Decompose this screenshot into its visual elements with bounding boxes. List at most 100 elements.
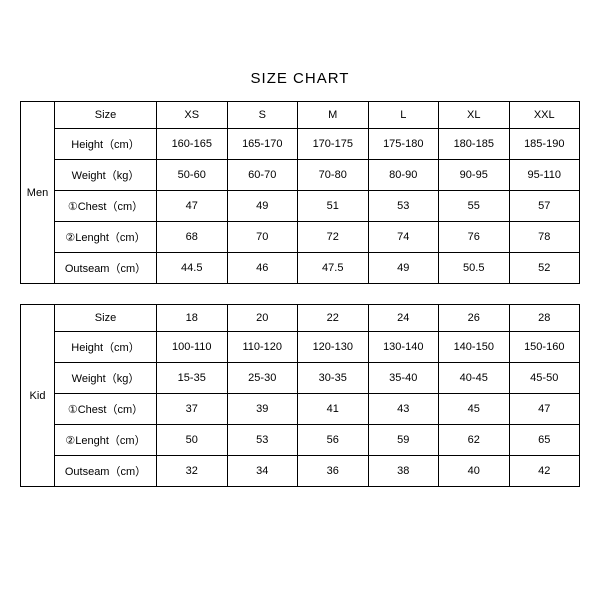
cell: 56 — [298, 425, 369, 456]
cell: 20 — [227, 305, 298, 332]
cell: 120-130 — [298, 332, 369, 363]
cell: 22 — [298, 305, 369, 332]
cell: M — [298, 102, 369, 129]
row-label: Size — [55, 102, 157, 129]
cell: 65 — [509, 425, 580, 456]
cell: 185-190 — [509, 129, 580, 160]
cell: 62 — [439, 425, 510, 456]
cell: 110-120 — [227, 332, 298, 363]
cell: 40 — [439, 456, 510, 487]
row-label: Outseam（cm） — [55, 456, 157, 487]
cell: 100-110 — [157, 332, 228, 363]
cell: 28 — [509, 305, 580, 332]
group-label-kid: Kid — [21, 305, 55, 487]
row-label: Weight（kg） — [55, 363, 157, 394]
table-row: ②Lenght（cm） 50 53 56 59 62 65 — [21, 425, 580, 456]
cell: 44.5 — [157, 253, 228, 284]
table-row: ②Lenght（cm） 68 70 72 74 76 78 — [21, 222, 580, 253]
table-row: Outseam（cm） 44.5 46 47.5 49 50.5 52 — [21, 253, 580, 284]
cell: 180-185 — [439, 129, 510, 160]
table-row: ①Chest（cm） 37 39 41 43 45 47 — [21, 394, 580, 425]
cell: 25-30 — [227, 363, 298, 394]
cell: 53 — [368, 191, 439, 222]
cell: 78 — [509, 222, 580, 253]
row-label: Weight（kg） — [55, 160, 157, 191]
cell: 32 — [157, 456, 228, 487]
cell: 15-35 — [157, 363, 228, 394]
size-chart-container: Men Size XS S M L XL XXL Height（cm） 160-… — [20, 101, 580, 487]
cell: 60-70 — [227, 160, 298, 191]
cell: 70 — [227, 222, 298, 253]
cell: 51 — [298, 191, 369, 222]
cell: S — [227, 102, 298, 129]
cell: 34 — [227, 456, 298, 487]
table-row: Outseam（cm） 32 34 36 38 40 42 — [21, 456, 580, 487]
row-label: Height（cm） — [55, 129, 157, 160]
cell: 50 — [157, 425, 228, 456]
cell: 37 — [157, 394, 228, 425]
cell: 47 — [157, 191, 228, 222]
cell: 46 — [227, 253, 298, 284]
cell: 175-180 — [368, 129, 439, 160]
table-row: Height（cm） 100-110 110-120 120-130 130-1… — [21, 332, 580, 363]
cell: 45 — [439, 394, 510, 425]
row-label: ①Chest（cm） — [55, 394, 157, 425]
table-row: Men Size XS S M L XL XXL — [21, 102, 580, 129]
cell: 90-95 — [439, 160, 510, 191]
cell: 50-60 — [157, 160, 228, 191]
cell: XXL — [509, 102, 580, 129]
cell: 72 — [298, 222, 369, 253]
cell: L — [368, 102, 439, 129]
cell: 38 — [368, 456, 439, 487]
cell: XS — [157, 102, 228, 129]
cell: 42 — [509, 456, 580, 487]
cell: 24 — [368, 305, 439, 332]
row-label: Size — [55, 305, 157, 332]
cell: 49 — [227, 191, 298, 222]
cell: 47.5 — [298, 253, 369, 284]
cell: 150-160 — [509, 332, 580, 363]
row-label: Outseam（cm） — [55, 253, 157, 284]
cell: 59 — [368, 425, 439, 456]
row-label: Height（cm） — [55, 332, 157, 363]
cell: 57 — [509, 191, 580, 222]
cell: 41 — [298, 394, 369, 425]
cell: 52 — [509, 253, 580, 284]
group-label-men: Men — [21, 102, 55, 284]
cell: 26 — [439, 305, 510, 332]
size-table-kid: Kid Size 18 20 22 24 26 28 Height（cm） 10… — [20, 304, 580, 487]
cell: 80-90 — [368, 160, 439, 191]
cell: XL — [439, 102, 510, 129]
cell: 170-175 — [298, 129, 369, 160]
row-label: ①Chest（cm） — [55, 191, 157, 222]
table-row: Height（cm） 160-165 165-170 170-175 175-1… — [21, 129, 580, 160]
cell: 74 — [368, 222, 439, 253]
table-row: Weight（kg） 15-35 25-30 30-35 35-40 40-45… — [21, 363, 580, 394]
cell: 50.5 — [439, 253, 510, 284]
cell: 35-40 — [368, 363, 439, 394]
cell: 45-50 — [509, 363, 580, 394]
cell: 40-45 — [439, 363, 510, 394]
cell: 18 — [157, 305, 228, 332]
cell: 70-80 — [298, 160, 369, 191]
row-label: ②Lenght（cm） — [55, 425, 157, 456]
cell: 36 — [298, 456, 369, 487]
cell: 140-150 — [439, 332, 510, 363]
row-label: ②Lenght（cm） — [55, 222, 157, 253]
cell: 55 — [439, 191, 510, 222]
cell: 160-165 — [157, 129, 228, 160]
cell: 47 — [509, 394, 580, 425]
cell: 30-35 — [298, 363, 369, 394]
cell: 165-170 — [227, 129, 298, 160]
size-table-men: Men Size XS S M L XL XXL Height（cm） 160-… — [20, 101, 580, 284]
cell: 39 — [227, 394, 298, 425]
cell: 53 — [227, 425, 298, 456]
cell: 49 — [368, 253, 439, 284]
table-row: ①Chest（cm） 47 49 51 53 55 57 — [21, 191, 580, 222]
table-row: Kid Size 18 20 22 24 26 28 — [21, 305, 580, 332]
cell: 43 — [368, 394, 439, 425]
page-title: SIZE CHART — [251, 70, 350, 87]
cell: 130-140 — [368, 332, 439, 363]
cell: 95-110 — [509, 160, 580, 191]
cell: 76 — [439, 222, 510, 253]
